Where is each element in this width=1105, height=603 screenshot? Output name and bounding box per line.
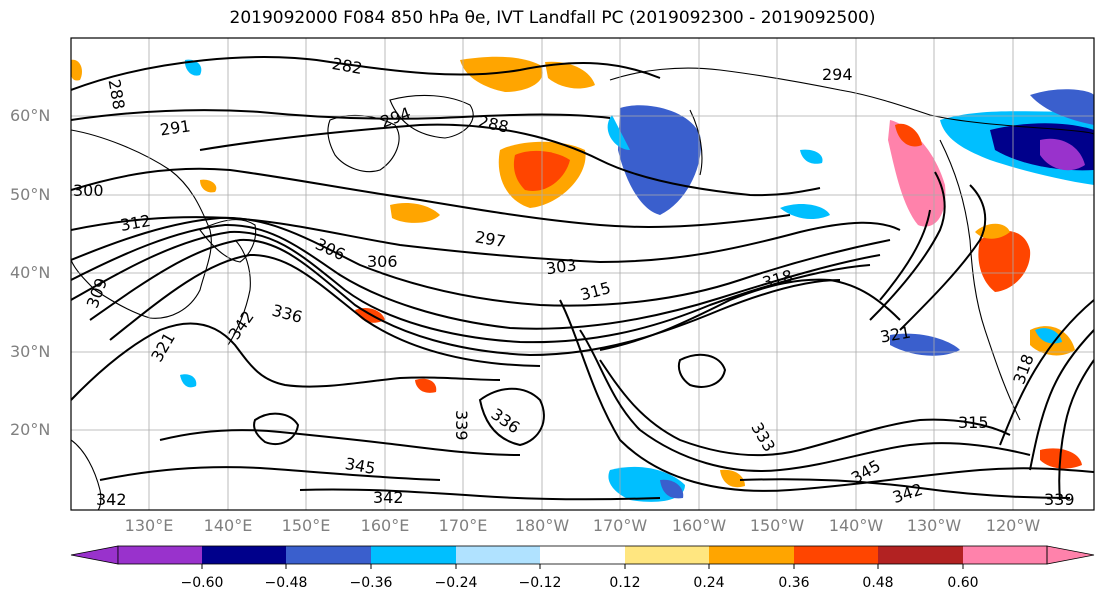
svg-text:303: 303 <box>545 255 578 278</box>
colorbar-tick-label: −0.48 <box>264 575 308 591</box>
svg-text:291: 291 <box>159 116 192 139</box>
colorbar-swatch <box>540 546 625 564</box>
theta-e-contours <box>71 56 1094 501</box>
colorbar-tick-label: −0.60 <box>180 575 224 591</box>
colorbar-swatch <box>118 546 202 564</box>
colorbar-swatch <box>625 546 709 564</box>
colorbar-tick-label: −0.24 <box>434 575 478 591</box>
shading-layer <box>71 56 1094 502</box>
lon-label-170e: 170°E <box>438 516 488 535</box>
colorbar-tick-label: 0.60 <box>947 575 979 591</box>
coastlines <box>71 67 1094 510</box>
lon-label-180w: 180°W <box>514 516 570 535</box>
map-title: 2019092000 F084 850 hPa θe, IVT Landfall… <box>229 8 876 28</box>
svg-text:306: 306 <box>367 252 398 271</box>
colorbar-tick-label: 0.48 <box>862 575 894 591</box>
colorbar-swatch <box>456 546 540 564</box>
lon-label-120w: 120°W <box>985 516 1041 535</box>
colorbar-swatch <box>202 546 286 564</box>
lon-label-160w: 160°W <box>671 516 727 535</box>
lon-label-130e: 130°E <box>124 516 174 535</box>
lat-label-30n: 30°N <box>10 342 51 361</box>
svg-text:294: 294 <box>822 65 853 84</box>
lat-label-60n: 60°N <box>10 106 51 125</box>
map-frame <box>70 37 1095 511</box>
colorbar-swatch <box>963 546 1047 564</box>
colorbar-swatch <box>371 546 456 564</box>
colorbar-swatch <box>709 546 794 564</box>
colorbar-tick-label: 0.12 <box>609 575 641 591</box>
colorbar-swatch <box>794 546 878 564</box>
lon-label-160e: 160°E <box>360 516 410 535</box>
svg-text:300: 300 <box>73 181 104 200</box>
colorbar-swatch <box>878 546 963 564</box>
colorbar-swatch <box>286 546 371 564</box>
colorbar-tick-label: −0.12 <box>518 575 562 591</box>
colorbar-extend-high <box>1046 545 1095 565</box>
lon-label-170w: 170°W <box>592 516 648 535</box>
lat-label-50n: 50°N <box>10 185 51 204</box>
colorbar-frame <box>117 545 1048 565</box>
colorbar-tick-label: −0.36 <box>349 575 393 591</box>
lon-label-150w: 150°W <box>749 516 805 535</box>
colorbar-extend-low <box>70 545 119 565</box>
lat-label-20n: 20°N <box>10 420 51 439</box>
lon-label-140w: 140°W <box>828 516 884 535</box>
colorbar-tick-label: 0.36 <box>778 575 810 591</box>
colorbar-tick-label: 0.24 <box>693 575 725 591</box>
svg-text:315: 315 <box>958 413 989 432</box>
lon-label-150e: 150°E <box>281 516 331 535</box>
svg-text:339: 339 <box>1044 490 1075 509</box>
svg-text:342: 342 <box>373 488 404 507</box>
svg-text:342: 342 <box>96 490 127 509</box>
colorbar <box>70 545 1095 569</box>
lat-label-40n: 40°N <box>10 263 51 282</box>
lon-label-130w: 130°W <box>906 516 962 535</box>
map-background <box>71 38 1094 510</box>
lon-label-140e: 140°E <box>203 516 253 535</box>
svg-text:339: 339 <box>452 410 471 441</box>
